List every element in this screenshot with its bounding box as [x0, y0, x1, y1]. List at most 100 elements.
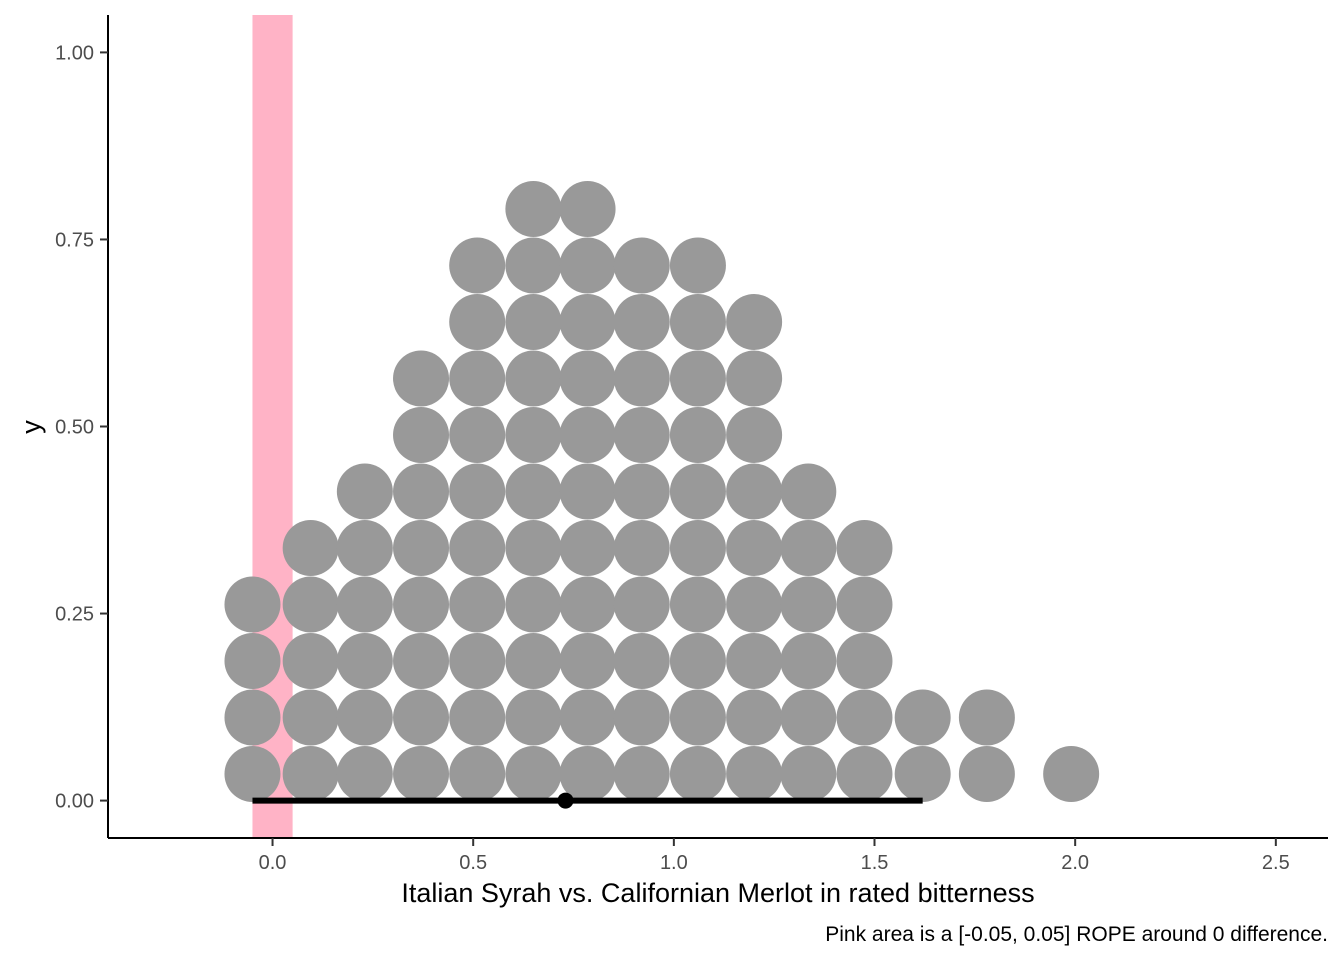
dot-11-0: [836, 746, 893, 802]
point-estimate: [557, 792, 574, 809]
dot-2-0: [336, 746, 393, 802]
dot-5-0: [505, 746, 562, 802]
dot-5-9: [505, 237, 562, 294]
dot-5-10: [505, 181, 562, 237]
dot-8-1: [669, 689, 726, 746]
x-axis-title: Italian Syrah vs. Californian Merlot in …: [401, 878, 1034, 908]
dot-3-7: [393, 350, 450, 407]
dot-8-8: [669, 294, 726, 350]
y-tick-label-1: 0.25: [55, 604, 94, 626]
dot-5-6: [505, 407, 562, 463]
dot-11-1: [836, 689, 893, 746]
dot-7-7: [613, 350, 670, 407]
dot-3-5: [393, 463, 450, 520]
dot-7-3: [613, 576, 670, 633]
dot-3-4: [393, 520, 450, 576]
chart-caption: Pink area is a [-0.05, 0.05] ROPE around…: [825, 923, 1328, 946]
dot-3-0: [393, 746, 450, 802]
dot-6-5: [559, 463, 616, 520]
dot-5-8: [505, 294, 562, 350]
dot-4-3: [449, 576, 506, 633]
dot-11-2: [836, 633, 893, 689]
dot-8-3: [669, 576, 726, 633]
dot-10-3: [780, 576, 837, 633]
dot-7-5: [613, 463, 670, 520]
dot-9-0: [726, 746, 783, 802]
dot-6-10: [559, 181, 616, 237]
dot-10-4: [780, 520, 837, 576]
dot-9-4: [726, 520, 783, 576]
dot-1-2: [282, 633, 339, 689]
dot-4-6: [449, 407, 506, 463]
y-tick-label-4: 1.00: [55, 42, 94, 64]
dot-9-1: [726, 689, 783, 746]
dot-5-5: [505, 463, 562, 520]
dot-6-8: [559, 294, 616, 350]
dot-1-1: [282, 689, 339, 746]
dot-8-4: [669, 520, 726, 576]
dot-9-6: [726, 407, 783, 463]
dot-0-0: [224, 746, 281, 802]
dot-4-9: [449, 237, 506, 294]
dot-9-7: [726, 350, 783, 407]
dot-10-0: [780, 746, 837, 802]
dot-5-1: [505, 689, 562, 746]
dot-0-3: [224, 576, 281, 633]
dot-4-7: [449, 350, 506, 407]
dot-1-4: [282, 520, 339, 576]
y-tick-label-0: 0.00: [55, 791, 94, 813]
dot-7-2: [613, 633, 670, 689]
dot-4-4: [449, 520, 506, 576]
dot-0-2: [224, 633, 281, 689]
dot-11-4: [836, 520, 893, 576]
dot-10-2: [780, 633, 837, 689]
dot-9-5: [726, 463, 783, 520]
dot-2-4: [336, 520, 393, 576]
dot-8-5: [669, 463, 726, 520]
dot-4-2: [449, 633, 506, 689]
x-tick-label-5: 2.5: [1262, 852, 1290, 874]
dot-9-2: [726, 633, 783, 689]
dot-6-7: [559, 350, 616, 407]
ticks-layer: 0.0 0.5 1.0 1.5 2.0 2.5 0.00 0.25 0.50 0.75 1.00: [55, 42, 1290, 874]
dot-6-9: [559, 237, 616, 294]
y-tick-label-2: 0.50: [55, 417, 94, 439]
dot-6-6: [559, 407, 616, 463]
dot-6-0: [559, 746, 616, 802]
dot-7-4: [613, 520, 670, 576]
dot-8-6: [669, 407, 726, 463]
dot-2-2: [336, 633, 393, 689]
dot-10-5: [780, 463, 837, 520]
dot-3-2: [393, 633, 450, 689]
dot-4-8: [449, 294, 506, 350]
dot-8-2: [669, 633, 726, 689]
dot-12-1: [894, 689, 951, 746]
x-tick-label-3: 1.5: [861, 852, 889, 874]
dot-7-6: [613, 407, 670, 463]
dot-3-1: [393, 689, 450, 746]
dot-1-3: [282, 576, 339, 633]
dot-5-4: [505, 520, 562, 576]
dot-5-7: [505, 350, 562, 407]
dot-13-1: [958, 689, 1015, 746]
dot-8-9: [669, 237, 726, 294]
dot-10-1: [780, 689, 837, 746]
dot-8-7: [669, 350, 726, 407]
dot-5-3: [505, 576, 562, 633]
dot-8-0: [669, 746, 726, 802]
dot-7-1: [613, 689, 670, 746]
dot-6-4: [559, 520, 616, 576]
dot-2-5: [336, 463, 393, 520]
dot-13-0: [958, 746, 1015, 802]
dot-6-3: [559, 576, 616, 633]
dot-5-2: [505, 633, 562, 689]
dot-4-1: [449, 689, 506, 746]
dots-layer: [224, 181, 1100, 802]
dot-4-0: [449, 746, 506, 802]
y-tick-label-3: 0.75: [55, 229, 94, 251]
dot-12-0: [894, 746, 951, 802]
dot-0-1: [224, 689, 281, 746]
dot-4-5: [449, 463, 506, 520]
dot-7-0: [613, 746, 670, 802]
